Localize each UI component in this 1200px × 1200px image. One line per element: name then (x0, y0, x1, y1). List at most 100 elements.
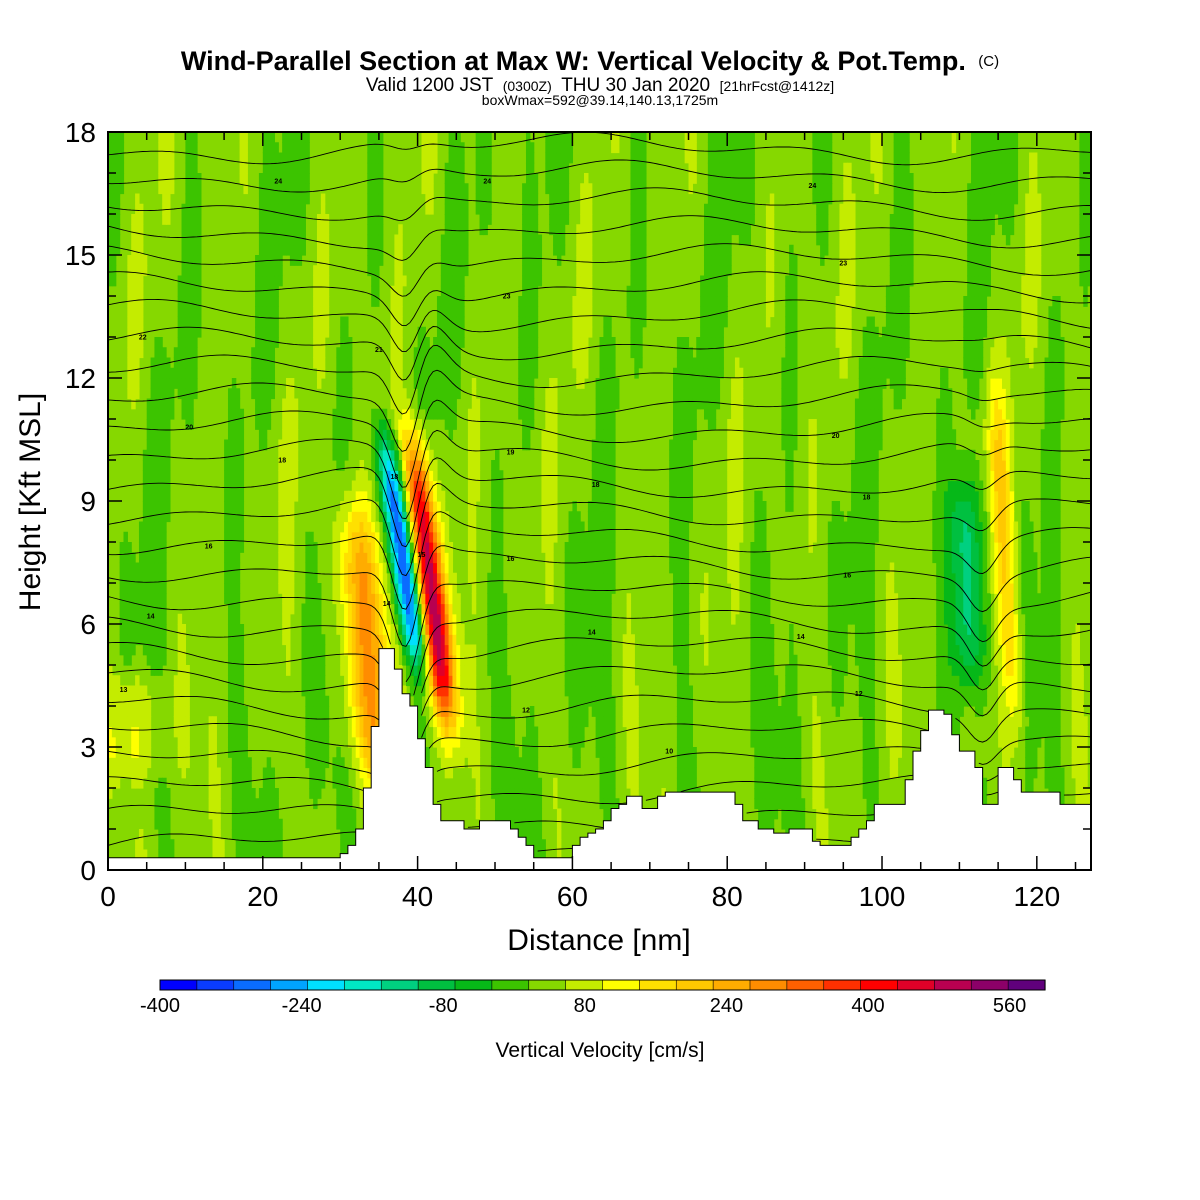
velocity-cell (371, 255, 376, 266)
velocity-cell (115, 173, 121, 184)
velocity-cell (278, 552, 283, 564)
velocity-cell (456, 132, 461, 143)
velocity-cell (371, 193, 376, 205)
velocity-cell (185, 224, 190, 236)
velocity-cell (320, 367, 326, 379)
velocity-cell (235, 583, 241, 594)
velocity-cell (375, 265, 380, 277)
velocity-cell (378, 501, 384, 512)
velocity-cell (313, 562, 318, 574)
velocity-cell (425, 593, 430, 605)
velocity-cell (266, 398, 272, 410)
velocity-cell (642, 152, 647, 164)
velocity-cell (452, 408, 457, 420)
velocity-cell (688, 726, 693, 738)
velocity-cell (630, 634, 635, 646)
velocity-cell (347, 839, 353, 851)
velocity-cell (584, 583, 589, 594)
velocity-cell (231, 613, 237, 625)
velocity-cell (177, 613, 183, 625)
velocity-cell (351, 829, 357, 840)
velocity-cell (680, 470, 686, 482)
velocity-cell (460, 747, 465, 758)
velocity-cell (580, 613, 585, 625)
velocity-cell (707, 337, 713, 348)
velocity-cell (595, 593, 601, 605)
velocity-cell (340, 777, 345, 789)
velocity-cell (607, 480, 612, 492)
velocity-cell (409, 480, 415, 492)
velocity-cell (611, 429, 616, 441)
velocity-cell (231, 583, 237, 594)
velocity-cell (425, 398, 430, 410)
velocity-cell (518, 818, 523, 830)
velocity-cell (336, 603, 341, 615)
velocity-cell (336, 388, 341, 400)
velocity-cell (375, 285, 380, 297)
velocity-cell (425, 572, 430, 584)
velocity-cell (525, 357, 531, 369)
velocity-cell (495, 460, 500, 471)
velocity-cell (433, 531, 438, 543)
velocity-cell (309, 542, 314, 553)
velocity-cell (390, 501, 395, 512)
velocity-cell (227, 562, 233, 574)
velocity-cell (162, 613, 167, 625)
velocity-cell (731, 470, 736, 482)
velocity-cell (433, 460, 438, 471)
velocity-cell (456, 142, 461, 154)
velocity-cell (316, 654, 322, 666)
velocity-cell (289, 593, 295, 605)
velocity-cell (452, 572, 457, 584)
velocity-cell (607, 398, 612, 410)
velocity-cell (611, 572, 616, 584)
velocity-cell (433, 337, 438, 348)
velocity-cell (158, 460, 163, 471)
velocity-cell (467, 429, 473, 441)
velocity-cell (286, 490, 291, 502)
velocity-cell (425, 470, 430, 482)
velocity-cell (316, 757, 322, 769)
velocity-cell (378, 224, 384, 236)
velocity-cell (158, 173, 163, 184)
velocity-cell (413, 460, 419, 471)
velocity-cell (607, 316, 612, 328)
velocity-cell (673, 634, 678, 646)
velocity-cell (235, 777, 241, 789)
velocity-cell (614, 132, 620, 143)
velocity-cell (452, 613, 457, 625)
velocity-cell (684, 777, 690, 789)
velocity-cell (727, 419, 732, 430)
velocity-cell (166, 460, 171, 471)
velocity-cell (491, 726, 496, 738)
velocity-cell (173, 685, 179, 697)
velocity-cell (607, 449, 612, 461)
velocity-cell (634, 275, 639, 287)
velocity-cell (634, 162, 639, 174)
velocity-cell (417, 419, 423, 430)
velocity-cell (553, 244, 558, 256)
velocity-cell (162, 408, 167, 420)
velocity-cell (475, 788, 481, 799)
velocity-cell (433, 542, 438, 553)
velocity-cell (607, 429, 612, 441)
velocity-cell (131, 767, 136, 779)
velocity-cell (367, 203, 372, 215)
velocity-cell (460, 193, 465, 205)
velocity-cell (293, 162, 299, 174)
velocity-cell (429, 613, 434, 625)
velocity-cell (460, 326, 465, 338)
velocity-cell (413, 603, 419, 615)
velocity-cell (452, 316, 457, 328)
velocity-cell (154, 501, 159, 512)
velocity-cell (255, 296, 260, 307)
velocity-cell (262, 818, 268, 830)
velocity-cell (723, 203, 728, 215)
velocity-cell (123, 726, 128, 738)
velocity-cell (305, 695, 310, 707)
velocity-cell (344, 839, 349, 851)
velocity-cell (502, 695, 508, 707)
velocity-cell (676, 603, 682, 615)
velocity-cell (138, 603, 144, 615)
velocity-cell (181, 644, 186, 656)
